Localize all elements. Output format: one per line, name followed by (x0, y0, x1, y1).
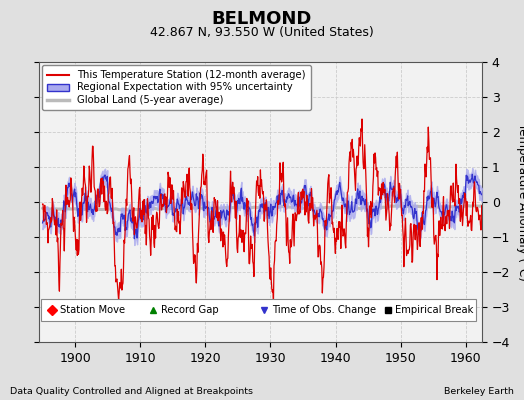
Text: Empirical Break: Empirical Break (396, 305, 474, 315)
Text: Berkeley Earth: Berkeley Earth (444, 387, 514, 396)
Text: Time of Obs. Change: Time of Obs. Change (272, 305, 376, 315)
Text: Data Quality Controlled and Aligned at Breakpoints: Data Quality Controlled and Aligned at B… (10, 387, 254, 396)
Text: BELMOND: BELMOND (212, 10, 312, 28)
Y-axis label: Temperature Anomaly (°C): Temperature Anomaly (°C) (516, 123, 524, 281)
Legend: This Temperature Station (12-month average), Regional Expectation with 95% uncer: This Temperature Station (12-month avera… (42, 65, 311, 110)
Text: Station Move: Station Move (60, 305, 125, 315)
Text: 42.867 N, 93.550 W (United States): 42.867 N, 93.550 W (United States) (150, 26, 374, 39)
Bar (40, 299, 476, 321)
Text: Record Gap: Record Gap (161, 305, 219, 315)
